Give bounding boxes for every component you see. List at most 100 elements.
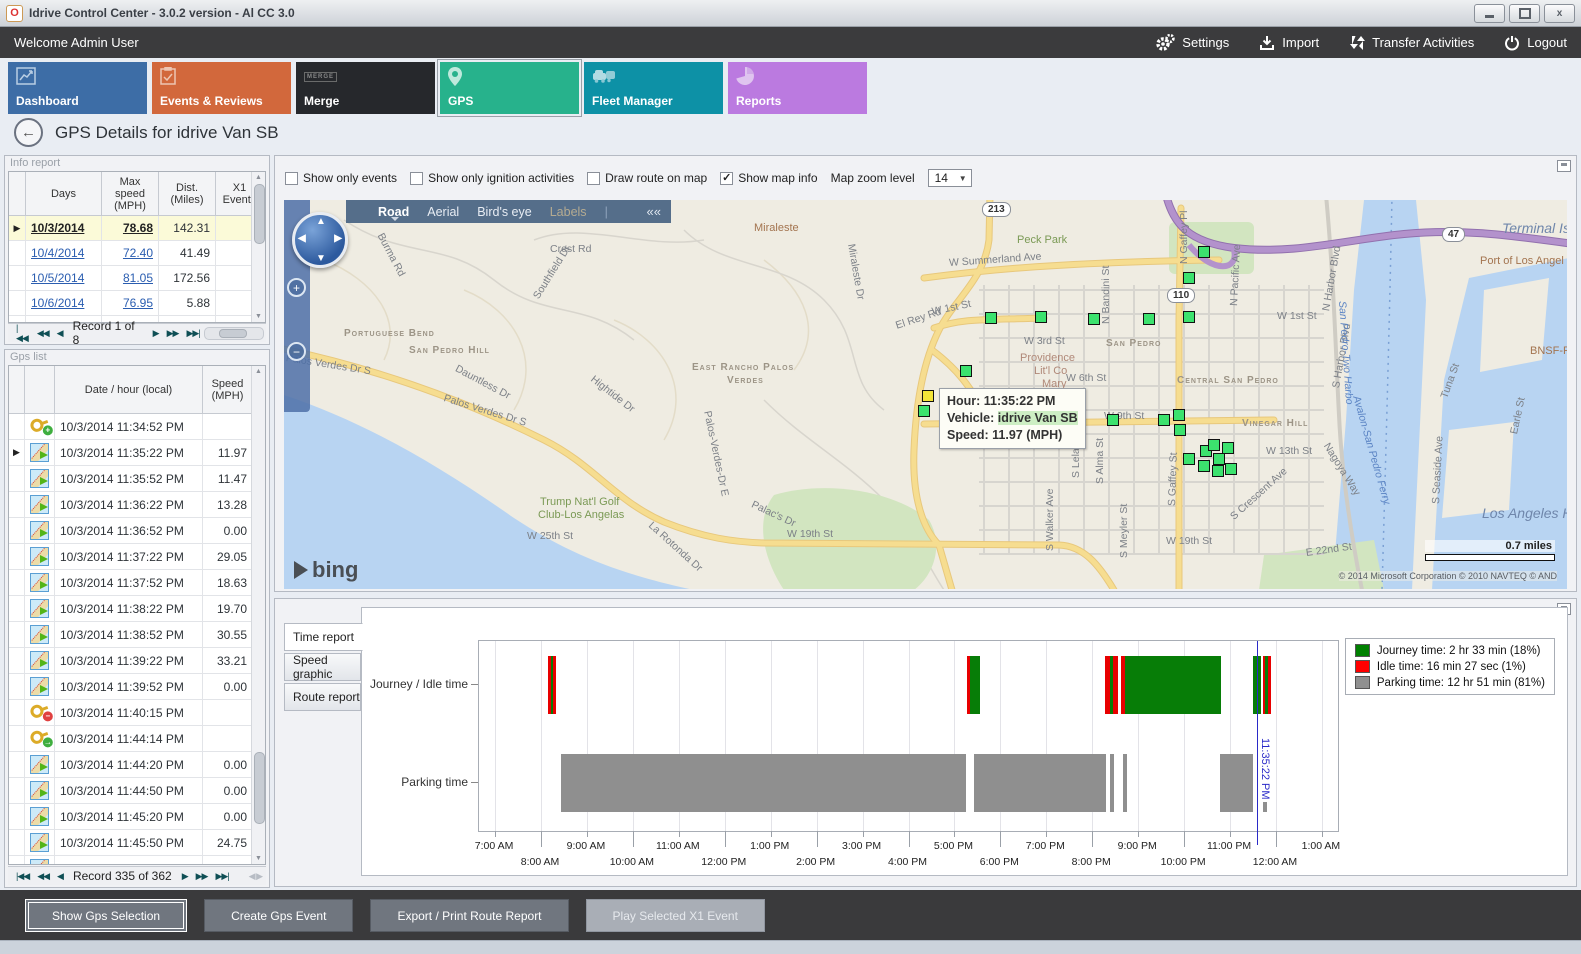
table-row[interactable]: 10/6/2014 76.95 5.88 (9, 291, 265, 316)
map-option-draw-route-on-map[interactable]: Draw route on map (587, 171, 707, 185)
max-speed-cell[interactable]: 76.95 (102, 291, 159, 315)
logout-button[interactable]: Logout (1504, 35, 1567, 51)
day-link[interactable]: 10/7/2014 (31, 321, 84, 322)
tab-events[interactable]: Events & Reviews (152, 62, 291, 114)
max-speed-link[interactable]: 68.62 (123, 321, 153, 322)
map-marker[interactable] (1183, 272, 1195, 284)
info-report-scrollbar[interactable]: ▲ ▼ (251, 172, 265, 322)
close-button[interactable]: x (1544, 4, 1575, 23)
import-button[interactable]: Import (1259, 35, 1319, 51)
gps-list-scrollbar[interactable]: ▲ ▼ (251, 366, 265, 864)
list-item[interactable]: 10/3/2014 11:46:20 PM17.93 (9, 856, 265, 864)
list-item[interactable]: 10/3/2014 11:35:52 PM 11.47 (9, 466, 265, 492)
max-speed-cell[interactable]: 68.62 (102, 316, 159, 322)
list-item[interactable]: 10/3/2014 11:39:52 PM 0.00 (9, 674, 265, 700)
day-cell[interactable]: 10/5/2014 (26, 266, 102, 290)
map-marker[interactable] (1174, 424, 1186, 436)
tab-time-report[interactable]: Time report (284, 623, 363, 651)
list-item[interactable]: 10/3/2014 11:38:52 PM 30.55 (9, 622, 265, 648)
checkbox-icon[interactable] (587, 171, 601, 185)
map-marker[interactable] (1107, 414, 1119, 426)
map-marker[interactable] (1088, 313, 1100, 325)
show-gps-selection-button[interactable]: Show Gps Selection (25, 899, 188, 932)
table-row[interactable]: 10/5/2014 81.05 172.56 (9, 266, 265, 291)
gps-list-pager[interactable]: |◀◀ ◀◀ ◀ Record 335 of 362 ▶ ▶▶ ▶▶| ◀ ▶ (8, 866, 266, 885)
gps-col-header[interactable]: Date / hour (local) (55, 366, 203, 413)
maximize-button[interactable] (1509, 4, 1540, 23)
map-zoom-in-button[interactable]: + (287, 278, 306, 297)
max-speed-link[interactable]: 72.40 (122, 246, 153, 260)
list-item[interactable]: 10/3/2014 11:44:20 PM 0.00 (9, 752, 265, 778)
minimize-button[interactable] (1474, 4, 1505, 23)
checkbox-icon[interactable]: ✓ (720, 171, 734, 185)
map-marker[interactable] (918, 405, 930, 417)
map-marker[interactable] (1208, 439, 1220, 451)
max-speed-cell[interactable]: 72.40 (102, 241, 159, 265)
gps-col-header[interactable]: Speed (MPH) (203, 366, 253, 413)
tab-reports[interactable]: Reports (728, 62, 867, 114)
map-marker[interactable] (1198, 460, 1210, 472)
max-speed-link[interactable]: 81.05 (122, 271, 153, 285)
map-option-show-map-info[interactable]: ✓ Show map info (720, 171, 818, 185)
list-item[interactable]: 10/3/2014 11:36:52 PM 0.00 (9, 518, 265, 544)
map-style-road[interactable]: Road (378, 204, 410, 221)
back-button[interactable]: ← (14, 118, 43, 147)
table-row[interactable]: ▶ 10/3/2014 78.68 142.31 (9, 216, 265, 241)
list-item[interactable]: 10/3/2014 11:37:52 PM 18.63 (9, 570, 265, 596)
info-report-hscrollbar[interactable] (203, 326, 264, 340)
map-marker[interactable] (1222, 442, 1234, 454)
map-viewport[interactable]: Miraleste Peck Park W Summerland Ave Crest … (284, 200, 1567, 589)
info-col-header[interactable]: Dist. (Miles) (159, 172, 216, 215)
tab-speed-graphic[interactable]: Speed graphic (284, 653, 361, 681)
create-gps-event-button[interactable]: Create Gps Event (204, 899, 354, 932)
list-item[interactable]: 10/3/2014 11:36:22 PM 13.28 (9, 492, 265, 518)
map-marker[interactable] (1225, 463, 1237, 475)
map-marker[interactable] (1213, 453, 1225, 465)
map-style-aerial[interactable]: Aerial (427, 204, 460, 219)
max-speed-link[interactable]: 76.95 (122, 296, 153, 310)
max-speed-link[interactable]: 78.68 (122, 221, 153, 235)
day-cell[interactable]: 10/4/2014 (26, 241, 102, 265)
max-speed-cell[interactable]: 81.05 (102, 266, 159, 290)
day-cell[interactable]: 10/3/2014 (26, 216, 102, 240)
map-zoom-out-button[interactable]: − (287, 342, 306, 361)
info-col-header[interactable]: Max speed (MPH) (102, 172, 159, 215)
checkbox-icon[interactable] (285, 171, 298, 185)
settings-button[interactable]: Settings (1156, 34, 1229, 51)
list-item[interactable]: −10/3/2014 11:40:15 PM (9, 700, 265, 726)
map-marker[interactable] (1035, 311, 1047, 323)
max-speed-cell[interactable]: 78.68 (102, 216, 159, 240)
toolbar-collapse-button[interactable]: «« (646, 204, 661, 219)
map-panel-collapse-icon[interactable] (1557, 160, 1571, 172)
day-cell[interactable]: 10/7/2014 (26, 316, 102, 322)
list-item[interactable]: → 10/3/2014 11:44:14 PM (9, 726, 265, 752)
map-option-show-only-ignition-activities[interactable]: Show only ignition activities (410, 171, 574, 185)
map-marker[interactable] (1158, 414, 1170, 426)
map-zoom-level-select[interactable]: 14 ▼ (927, 169, 972, 187)
list-item[interactable]: 10/3/2014 11:37:22 PM 29.05 (9, 544, 265, 570)
day-link[interactable]: 10/4/2014 (31, 246, 85, 260)
list-item[interactable]: +10/3/2014 11:34:52 PM (9, 414, 265, 440)
map-marker[interactable] (1183, 453, 1195, 465)
table-row[interactable]: 10/4/2014 72.40 41.49 (9, 241, 265, 266)
day-link[interactable]: 10/5/2014 (31, 271, 85, 285)
list-item[interactable]: 10/3/2014 11:38:22 PM 19.70 (9, 596, 265, 622)
map-marker[interactable] (1198, 246, 1210, 258)
list-item[interactable]: ▶ 10/3/2014 11:35:22 PM 11.97 (9, 440, 265, 466)
tab-route-report[interactable]: Route report (284, 683, 361, 711)
map-marker[interactable] (1212, 465, 1224, 477)
info-col-header[interactable]: Days (26, 172, 102, 215)
map-style-birdseye[interactable]: Bird's eye (477, 204, 532, 219)
tab-dashboard[interactable]: Dashboard (8, 62, 147, 114)
map-marker[interactable] (985, 312, 997, 324)
map-marker[interactable] (1173, 409, 1185, 421)
export-print-route-report-button[interactable]: Export / Print Route Report (370, 899, 569, 932)
tab-merge[interactable]: MERGE Merge (296, 62, 435, 114)
map-option-show-only-events[interactable]: Show only events (285, 171, 397, 185)
info-report-pager[interactable]: |◀◀ ◀◀ ◀ Record 1 of 8 ▶ ▶▶ ▶▶| (8, 319, 266, 347)
day-cell[interactable]: 10/6/2014 (26, 291, 102, 315)
list-item[interactable]: 10/3/2014 11:45:50 PM 24.75 (9, 830, 265, 856)
checkbox-icon[interactable] (410, 171, 424, 185)
map-style-labels[interactable]: Labels (549, 204, 587, 219)
list-item[interactable]: 10/3/2014 11:45:20 PM 0.00 (9, 804, 265, 830)
